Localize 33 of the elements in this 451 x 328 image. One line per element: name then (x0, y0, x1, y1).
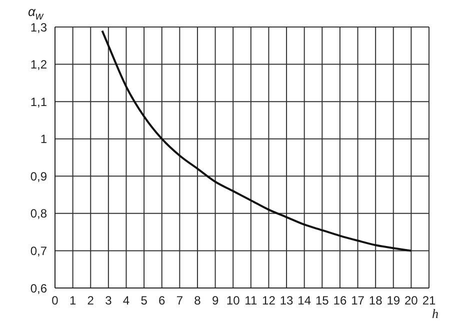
y-tick-label: 1,3 (30, 20, 48, 34)
x-tick-label: 6 (158, 294, 166, 308)
x-tick-label: 14 (298, 294, 312, 308)
y-axis-title: α$_{w}$ (28, 4, 44, 23)
x-tick-label: 12 (262, 294, 276, 308)
y-tick-label: 1,1 (30, 94, 48, 109)
y-tick-label: 1 (40, 132, 48, 146)
y-tick-label: 1,2 (30, 58, 48, 72)
y-tick-label: 0,6 (30, 281, 48, 296)
line-series (101, 30, 412, 252)
x-tick-label: 5 (140, 294, 148, 308)
y-tick-label: 0,8 (30, 206, 48, 221)
x-tick-label: 7 (176, 294, 184, 308)
x-tick-label: 2 (87, 294, 94, 308)
x-tick-label: 4 (122, 294, 130, 308)
x-tick-label: 18 (368, 294, 383, 308)
x-axis-title: h (432, 306, 438, 322)
x-tick-label: 3 (105, 294, 112, 308)
x-tick-label: 10 (226, 294, 240, 308)
x-tick-label: 15 (315, 294, 330, 308)
x-tick-label: 1 (69, 294, 76, 308)
x-tick-label: 16 (333, 294, 347, 308)
y-tick-label: 0,7 (30, 244, 48, 258)
x-tick-label: 13 (280, 294, 294, 308)
x-tick-label: 9 (212, 294, 219, 308)
y-tick-label: 0,9 (30, 169, 48, 184)
x-tick-label: 17 (351, 294, 365, 308)
x-tick-label: 11 (244, 294, 258, 308)
x-tick-label: 8 (194, 294, 202, 308)
x-tick-label: 20 (404, 294, 418, 308)
x-tick-label: 19 (386, 294, 400, 308)
x-tick-label: 0 (52, 294, 59, 308)
x-tick-label: 21 (422, 294, 436, 308)
